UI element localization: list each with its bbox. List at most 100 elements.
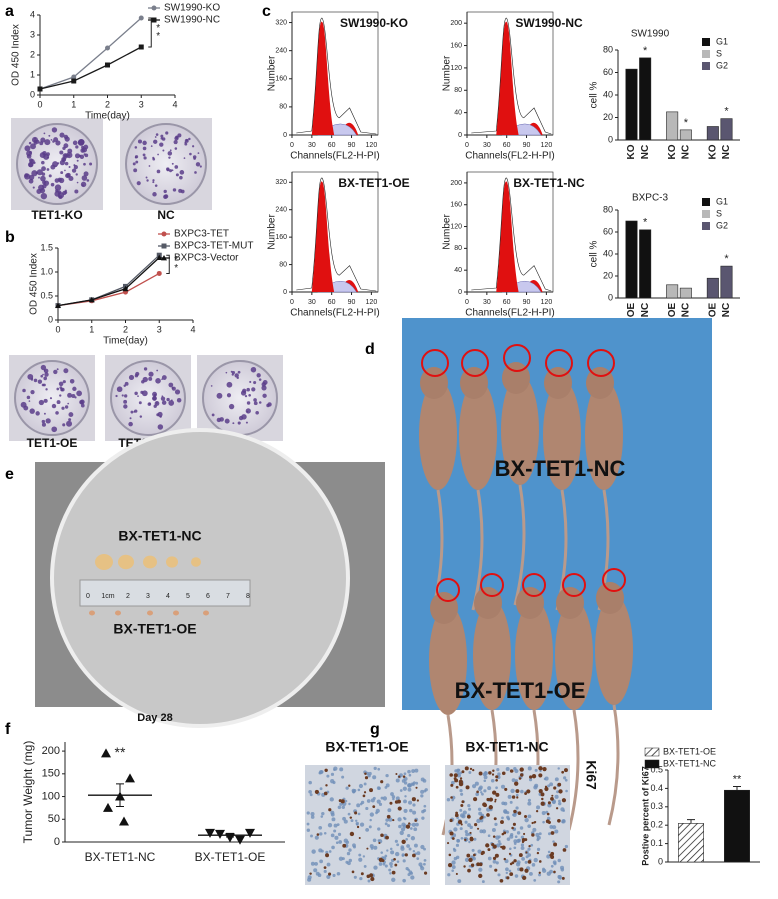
colony bbox=[225, 371, 228, 374]
nucleus bbox=[403, 799, 407, 804]
colony bbox=[74, 153, 80, 159]
colony bbox=[48, 134, 51, 137]
nucleus bbox=[337, 832, 342, 837]
nucleus bbox=[481, 880, 485, 884]
x-tick-label: 30 bbox=[308, 299, 316, 306]
panel-letter: c bbox=[262, 3, 271, 20]
nucleus bbox=[370, 798, 375, 803]
ki67-nucleus bbox=[349, 831, 355, 837]
flow-title: SW1990-NC bbox=[515, 16, 583, 30]
y-tick-label: 80 bbox=[279, 261, 287, 268]
photo-label: TET1-KO bbox=[31, 208, 82, 222]
photo-label: BX-TET1-NC bbox=[495, 456, 626, 481]
nucleus bbox=[533, 785, 538, 790]
nucleus bbox=[326, 774, 330, 778]
y-tick-label: 0 bbox=[458, 289, 462, 296]
nucleus bbox=[413, 843, 418, 848]
nucleus bbox=[514, 835, 518, 839]
nucleus bbox=[328, 850, 332, 853]
nucleus bbox=[520, 843, 525, 847]
ki67-nucleus bbox=[358, 836, 361, 839]
nucleus bbox=[369, 812, 374, 817]
y-tick-label: 80 bbox=[279, 104, 287, 111]
nucleus bbox=[423, 804, 427, 808]
ki67-nucleus bbox=[448, 853, 452, 857]
nucleus bbox=[495, 835, 500, 840]
ki67-nucleus bbox=[524, 838, 528, 842]
colony bbox=[148, 371, 154, 377]
nucleus bbox=[326, 874, 331, 880]
nucleus bbox=[552, 840, 555, 843]
ki67-nucleus bbox=[366, 874, 371, 879]
colony bbox=[52, 140, 55, 143]
marker bbox=[55, 302, 61, 308]
nucleus bbox=[330, 772, 335, 776]
nucleus bbox=[447, 873, 451, 877]
nucleus bbox=[390, 850, 395, 855]
x-tick-label: 60 bbox=[328, 142, 336, 149]
nucleus bbox=[348, 802, 351, 806]
nucleus bbox=[553, 862, 557, 866]
tumor-circle bbox=[602, 568, 626, 592]
legend-swatch bbox=[702, 38, 710, 46]
nucleus bbox=[557, 858, 561, 863]
colony bbox=[79, 154, 85, 159]
nucleus bbox=[452, 847, 456, 851]
significance-star: * bbox=[174, 263, 178, 274]
colony bbox=[135, 160, 139, 164]
colony bbox=[148, 165, 151, 167]
colony bbox=[152, 192, 157, 197]
nucleus bbox=[387, 824, 391, 828]
colony bbox=[58, 381, 64, 387]
nucleus bbox=[450, 780, 455, 785]
nucleus bbox=[521, 857, 525, 861]
nucleus bbox=[416, 857, 420, 861]
ki67-nucleus bbox=[541, 797, 544, 801]
nucleus bbox=[365, 827, 370, 832]
ki67-nucleus bbox=[464, 838, 467, 842]
nucleus bbox=[338, 840, 343, 844]
bar bbox=[706, 277, 719, 299]
ki67-nucleus bbox=[510, 769, 514, 773]
ki67-nucleus bbox=[338, 799, 342, 803]
colony bbox=[139, 415, 143, 418]
ki67-nucleus bbox=[309, 872, 312, 875]
legend-label: BXPC3-TET-MUT bbox=[174, 241, 253, 252]
ki67-nucleus bbox=[476, 862, 481, 867]
ki67-nucleus bbox=[455, 872, 458, 876]
nucleus bbox=[524, 817, 529, 823]
colony bbox=[154, 136, 157, 138]
nucleus bbox=[389, 872, 392, 875]
colony bbox=[173, 140, 178, 145]
colony bbox=[134, 156, 137, 159]
nucleus bbox=[420, 794, 424, 798]
ki67-nucleus bbox=[550, 797, 554, 801]
ki67-nucleus bbox=[391, 870, 396, 875]
tumor bbox=[191, 557, 201, 567]
ki67-nucleus bbox=[351, 870, 355, 874]
nucleus bbox=[326, 862, 331, 867]
colony bbox=[28, 174, 35, 181]
ki67-nucleus bbox=[495, 778, 498, 782]
colony bbox=[69, 378, 75, 384]
g1-peak bbox=[496, 21, 519, 135]
ki67-nucleus bbox=[354, 811, 358, 815]
y-tick-label: 3 bbox=[30, 29, 35, 39]
ki67-nucleus bbox=[522, 875, 527, 880]
colony bbox=[64, 190, 68, 194]
tumor-circle bbox=[421, 349, 449, 377]
ki67-nucleus bbox=[538, 789, 543, 794]
colony bbox=[43, 132, 46, 135]
nucleus bbox=[323, 831, 327, 835]
x-tick-label: 4 bbox=[172, 99, 177, 109]
ki67-nucleus bbox=[340, 799, 345, 804]
x-tick-label: 3 bbox=[139, 99, 144, 109]
nucleus bbox=[384, 822, 388, 826]
series-line bbox=[39, 17, 142, 90]
mouse-body bbox=[515, 600, 553, 710]
nucleus bbox=[514, 874, 519, 878]
ruler-label: 2 bbox=[126, 593, 130, 600]
colony bbox=[45, 388, 48, 391]
nucleus bbox=[376, 799, 381, 804]
colony bbox=[74, 396, 77, 399]
